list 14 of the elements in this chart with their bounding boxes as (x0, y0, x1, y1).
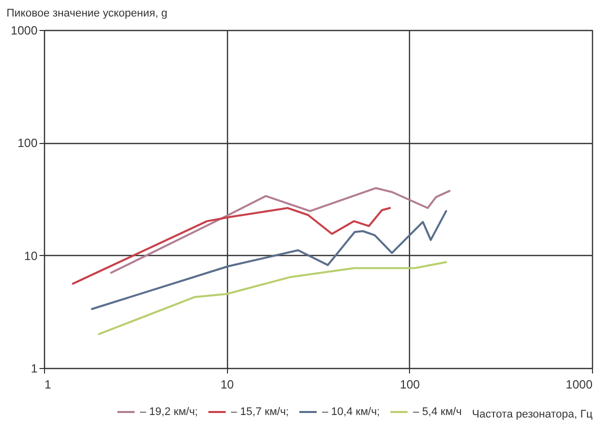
x-axis-title: Частота резонатора, Гц (472, 408, 594, 420)
y-tick-label: 1000 (10, 24, 38, 38)
legend-label: – 10,4 км/ч; (322, 406, 380, 418)
x-tick-label: 1000 (566, 378, 593, 392)
y-tick-label: 10 (24, 248, 38, 263)
y-tick-label: 1 (30, 362, 38, 376)
x-tick-label: 10 (220, 378, 234, 392)
legend-label: – 15,7 км/ч; (231, 406, 289, 418)
y-axis-title: Пиковое значение ускорения, g (6, 8, 168, 20)
x-tick-label: 100 (400, 378, 420, 392)
x-tick-label: 1 (44, 378, 52, 392)
y-tick-label: 100 (17, 136, 38, 150)
legend-label: – 5,4 км/ч (413, 406, 462, 418)
legend-label: – 19,2 км/ч; (140, 406, 198, 418)
